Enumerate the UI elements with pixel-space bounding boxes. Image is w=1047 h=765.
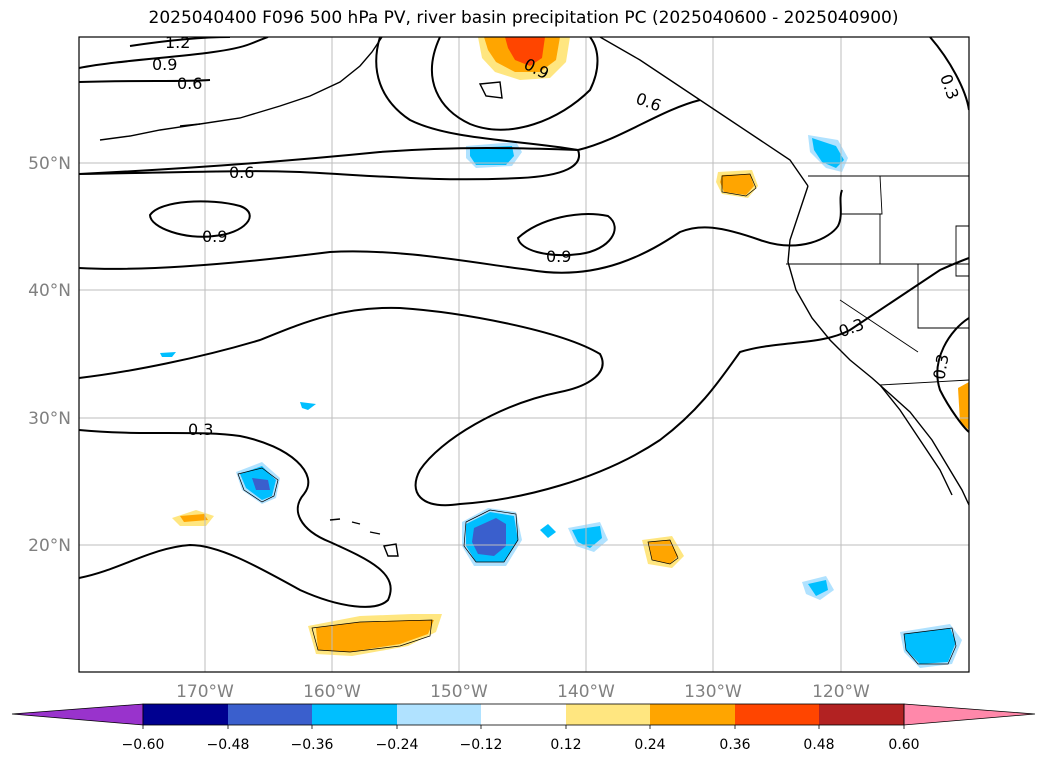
chart-title: 2025040400 F096 500 hPa PV, river basin … — [148, 8, 899, 28]
contour-label: 0.9 — [202, 227, 227, 246]
colorbar-tick-label: −0.36 — [291, 737, 334, 753]
contour-label: 0.3 — [188, 420, 213, 439]
precip-blob-positive — [648, 540, 678, 564]
colorbar-tick-label: −0.24 — [376, 737, 419, 753]
colorbar-segment — [397, 704, 481, 725]
pv-contour-0.6 — [79, 189, 843, 274]
political-borders — [786, 175, 969, 386]
precip-blob-negative — [904, 628, 956, 664]
precip-blob-negative — [160, 352, 176, 357]
contour-label: 1.2 — [165, 33, 190, 52]
colorbar-tick-label: −0.48 — [207, 737, 250, 753]
colorbar-segment — [735, 704, 819, 725]
colorbar-frame — [142, 703, 905, 726]
pv-contour-0.6 — [375, 37, 701, 152]
colorbar-segment — [566, 704, 650, 725]
colorbar-segment — [312, 704, 397, 725]
precip-blob-positive — [316, 620, 434, 652]
contour-label: 0.9 — [152, 55, 177, 74]
precip-blob-negative — [572, 526, 602, 548]
colorbar: −0.60 −0.48 −0.36 −0.24 −0.12 0.12 0.24 … — [11, 703, 1036, 753]
pv-contour-0.3 — [929, 37, 969, 111]
precip-blob-negative — [470, 146, 514, 165]
pv-contour-0.9 — [430, 37, 599, 131]
precip-outlines — [237, 173, 957, 665]
pv-contour-0.6 — [79, 147, 581, 181]
map-frame — [78, 36, 970, 673]
precip-blob-positive — [505, 37, 545, 66]
contour-label: 0.9 — [546, 247, 571, 266]
colorbar-tick-label: 0.24 — [634, 737, 665, 753]
latitude-labels: 50°N 40°N 30°N 20°N — [28, 154, 71, 556]
pv-contour-0.6 — [79, 79, 211, 83]
precip-blob-positive — [720, 174, 754, 195]
precip-blob-negative — [540, 524, 556, 538]
colorbar-extend-high — [903, 703, 1036, 726]
colorbar-segment — [650, 704, 735, 725]
lat-label: 40°N — [28, 281, 71, 301]
colorbar-tick-label: −0.12 — [460, 737, 503, 753]
colorbar-tick-label: 0.12 — [550, 737, 581, 753]
pv-contour-0.9 — [148, 200, 251, 238]
lat-label: 20°N — [28, 536, 71, 556]
pv-contour-0.3 — [936, 317, 969, 433]
coastlines — [99, 37, 969, 557]
map-area — [79, 37, 969, 672]
lon-label: 120°W — [812, 682, 870, 702]
colorbar-ticks — [142, 725, 905, 729]
colorbar-segment — [228, 704, 312, 725]
colorbar-segment — [819, 704, 904, 725]
precip-blob-negative — [300, 402, 316, 410]
pv-contour-0.3 — [79, 257, 969, 507]
precip-blob-negative — [472, 518, 506, 556]
colorbar-segment — [481, 704, 566, 725]
precip-blob-negative — [808, 580, 828, 596]
colorbar-extend-low — [11, 703, 144, 726]
precip-blob-negative — [812, 138, 844, 168]
pv-contour-0.3 — [79, 429, 392, 608]
lat-label: 30°N — [28, 409, 71, 429]
contour-label: 0.6 — [177, 74, 202, 93]
longitude-labels: 170°W 160°W 150°W 140°W 130°W 120°W — [176, 682, 870, 702]
colorbar-tick-label: −0.60 — [122, 737, 165, 753]
pv-contours — [79, 37, 969, 608]
contour-label: 0.6 — [229, 163, 254, 182]
colorbar-tick-label: 0.48 — [803, 737, 834, 753]
pv-contour-0.9 — [79, 37, 269, 69]
gridlines — [79, 37, 969, 672]
lon-label: 130°W — [684, 682, 742, 702]
lat-label: 50°N — [28, 154, 71, 174]
precip-blob-negative — [252, 478, 270, 490]
contour-label: 0.3 — [929, 353, 952, 381]
lon-label: 160°W — [303, 682, 361, 702]
colorbar-segment — [143, 704, 228, 725]
pv-contour-0.9 — [516, 213, 616, 256]
map-background — [79, 37, 969, 672]
precip-blob-positive — [180, 514, 208, 522]
lon-label: 170°W — [176, 682, 234, 702]
lon-label: 150°W — [430, 682, 488, 702]
colorbar-tick-label: 0.36 — [719, 737, 750, 753]
colorbar-tick-label: 0.60 — [888, 737, 919, 753]
lon-label: 140°W — [557, 682, 615, 702]
